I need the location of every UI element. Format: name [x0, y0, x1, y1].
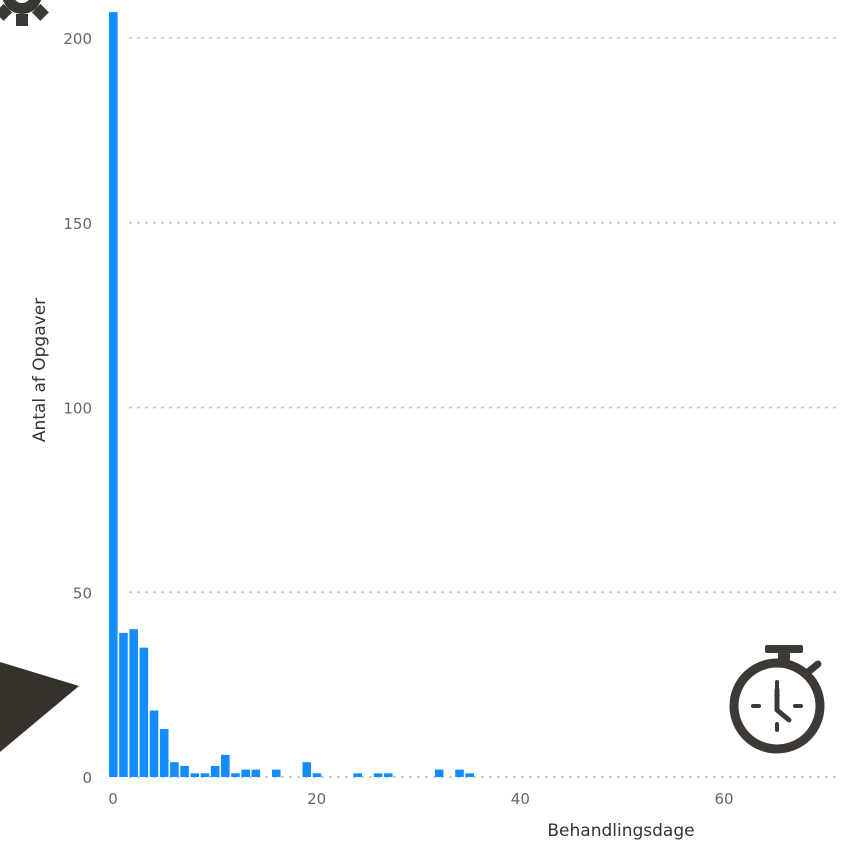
bar[interactable]	[200, 773, 210, 777]
bar[interactable]	[455, 769, 464, 777]
stopwatch-icon	[729, 645, 825, 754]
bar[interactable]	[241, 769, 250, 777]
bar[interactable]	[159, 728, 169, 777]
bar[interactable]	[180, 765, 189, 777]
y-axis-ticks: 0 50 100 150 200	[63, 30, 92, 787]
gridlines	[129, 37, 843, 778]
bar[interactable]	[170, 762, 179, 777]
y-tick-label: 50	[73, 584, 92, 602]
bar[interactable]	[465, 773, 474, 777]
x-tick-label: 20	[307, 790, 326, 808]
bar[interactable]	[129, 629, 138, 777]
bar[interactable]	[434, 769, 444, 777]
bar[interactable]	[231, 773, 240, 777]
bar[interactable]	[373, 773, 383, 777]
bars	[109, 12, 474, 777]
bar[interactable]	[109, 12, 118, 777]
bar[interactable]	[210, 765, 220, 777]
y-tick-label: 150	[63, 215, 92, 233]
y-axis-title: Antal af Opgaver	[30, 298, 50, 442]
bar[interactable]	[190, 773, 200, 777]
gear-icon	[0, 0, 49, 26]
play-arrow-icon	[0, 662, 79, 752]
y-tick-label: 200	[63, 30, 92, 48]
bar[interactable]	[251, 769, 261, 777]
y-tick-label: 0	[82, 769, 92, 787]
bar[interactable]	[119, 632, 128, 777]
x-axis-ticks: 0 20 40 60	[108, 790, 733, 808]
bar[interactable]	[139, 647, 149, 777]
x-axis-title: Behandlingsdage	[547, 821, 694, 841]
bar[interactable]	[149, 710, 159, 777]
bar[interactable]	[221, 754, 230, 777]
bar[interactable]	[312, 773, 322, 777]
bar[interactable]	[271, 769, 281, 777]
bar[interactable]	[302, 762, 312, 777]
x-tick-label: 0	[108, 790, 118, 808]
bar[interactable]	[353, 773, 362, 777]
x-tick-label: 60	[714, 790, 733, 808]
x-tick-label: 40	[511, 790, 530, 808]
bar[interactable]	[383, 773, 393, 777]
y-tick-label: 100	[63, 400, 92, 418]
